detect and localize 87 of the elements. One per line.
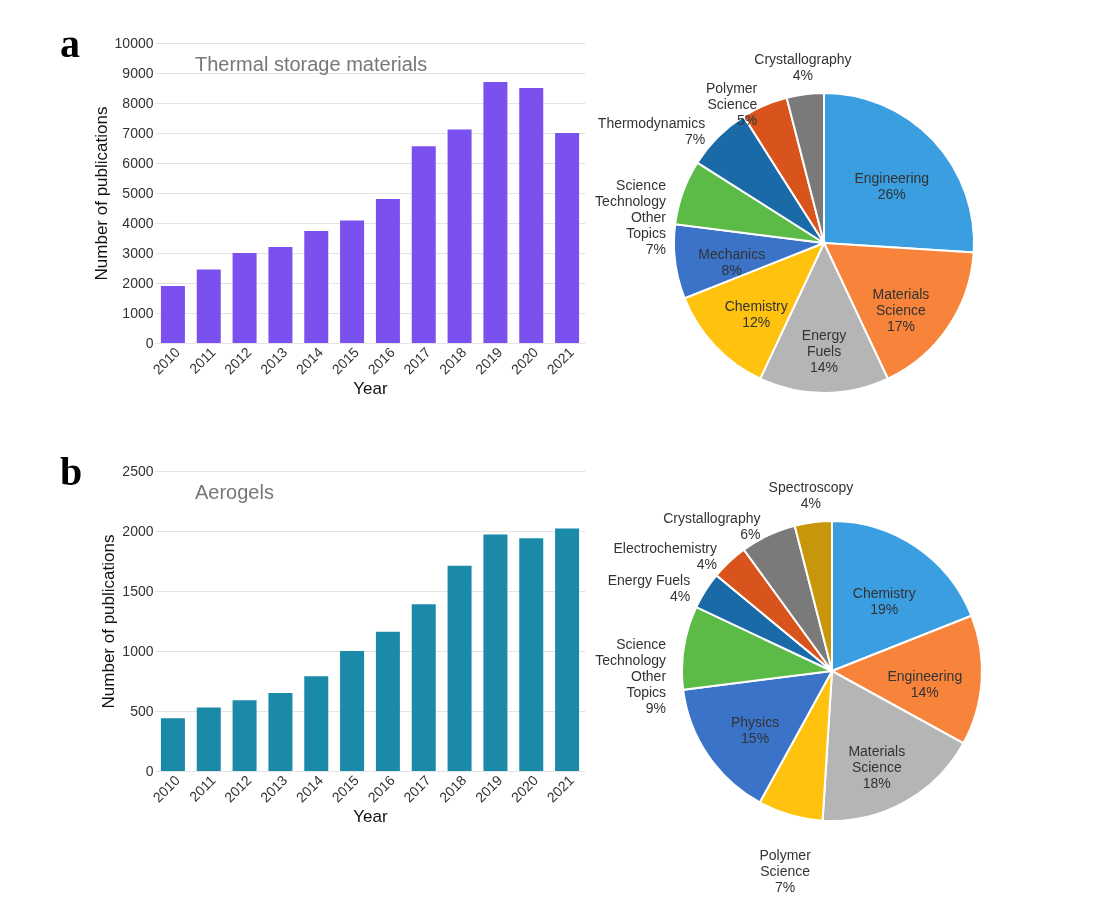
slice-label: Science Technology Other Topics <box>595 177 667 242</box>
y-tick-label: 4000 <box>122 214 154 231</box>
data-label: 12% <box>742 313 771 330</box>
data-label: 4% <box>669 587 691 604</box>
slice-label: Chemistry <box>724 297 788 314</box>
y-tick-label: 8000 <box>122 94 154 111</box>
text: b <box>60 449 83 494</box>
slice-label: Electrochemistry <box>613 539 717 556</box>
bar <box>268 247 293 343</box>
text: Aerogels <box>195 481 274 503</box>
y-tick-label: 1000 <box>122 642 154 659</box>
bar <box>160 718 185 771</box>
slice-label: Energy Fuels <box>801 327 847 359</box>
bar <box>304 231 329 343</box>
bar <box>411 604 436 771</box>
bar <box>447 565 472 771</box>
y-tick-label: 2500 <box>122 462 154 479</box>
data-label: 6% <box>740 525 761 542</box>
bar <box>196 707 221 771</box>
bar <box>375 631 400 771</box>
slice-label: Materials Science <box>848 743 906 776</box>
slice-label: Physics <box>730 714 780 731</box>
data-label: 7% <box>684 131 706 148</box>
y-tick-label: 3000 <box>122 244 154 261</box>
bar <box>196 269 221 343</box>
y-tick-label: 5000 <box>122 184 154 201</box>
y-axis-title: Number of publications <box>91 106 111 281</box>
slice-label: Spectroscopy <box>768 479 854 496</box>
bar <box>519 538 544 771</box>
slice-label: Engineering <box>887 667 963 684</box>
data-label: 5% <box>737 111 758 128</box>
slice-label: Polymer Science <box>705 79 758 112</box>
data-label: 9% <box>645 699 667 716</box>
data-label: 26% <box>877 186 906 203</box>
bar <box>304 676 329 771</box>
y-tick-label: 0 <box>145 334 154 351</box>
bar <box>268 693 293 771</box>
slice-label: Thermodynamics <box>597 115 706 132</box>
y-tick-label: 1000 <box>122 304 154 321</box>
y-tick-label: 0 <box>145 762 154 779</box>
bar <box>232 253 257 343</box>
y-tick-label: 9000 <box>122 64 154 81</box>
y-tick-label: 10000 <box>114 34 154 51</box>
bar <box>555 528 580 771</box>
x-axis-title: Year <box>353 807 389 827</box>
data-label: 7% <box>775 879 796 896</box>
bar <box>447 129 472 343</box>
y-tick-label: 2000 <box>122 274 154 291</box>
y-tick-label: 2000 <box>122 522 154 539</box>
bar <box>340 220 365 343</box>
data-label: 19% <box>870 601 899 618</box>
slice-label: Crystallography <box>754 51 852 68</box>
data-label: 4% <box>792 67 814 84</box>
slice-label: Engineering <box>854 170 930 187</box>
y-tick-label: 1500 <box>122 582 154 599</box>
slice-label: Science Technology Other Topics <box>595 635 667 700</box>
bar <box>232 700 257 771</box>
bar <box>519 88 544 343</box>
bar <box>555 133 580 343</box>
data-label: 14% <box>809 359 839 375</box>
y-tick-label: 500 <box>130 702 154 719</box>
slice-label: Energy Fuels <box>607 571 691 588</box>
slice-label: Materials Science <box>872 286 930 319</box>
text: a <box>60 21 80 66</box>
y-tick-label: 7000 <box>122 124 154 141</box>
text: Thermal storage materials <box>195 53 428 75</box>
bar <box>160 286 185 343</box>
data-label: 8% <box>721 261 742 278</box>
data-label: 15% <box>741 730 770 747</box>
bar <box>483 82 508 343</box>
data-label: 14% <box>910 683 939 700</box>
slice-label: Polymer Science <box>759 847 812 880</box>
bar <box>375 199 400 343</box>
data-label: 17% <box>886 318 915 335</box>
slice-label: Chemistry <box>852 585 916 602</box>
data-label: 4% <box>800 495 822 512</box>
data-label: 4% <box>696 555 717 572</box>
data-label: 18% <box>862 775 891 792</box>
bar <box>411 146 436 343</box>
y-axis-title: Number of publications <box>99 534 119 709</box>
slice-label: Crystallography <box>663 509 761 526</box>
y-tick-label: 6000 <box>122 154 154 171</box>
slice-label: Mechanics <box>698 245 766 262</box>
bar <box>340 651 365 771</box>
data-label: 7% <box>645 241 666 258</box>
bar <box>483 534 508 771</box>
x-axis-title: Year <box>353 379 389 399</box>
